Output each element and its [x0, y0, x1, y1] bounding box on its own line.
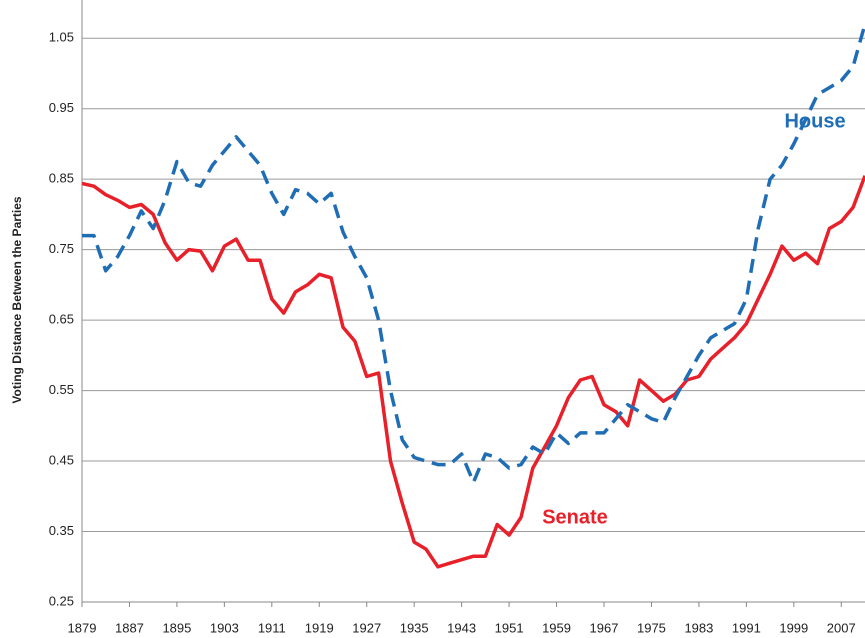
x-tick-label: 1935	[400, 620, 429, 635]
annotation: Senate	[542, 506, 608, 528]
y-tick-label: 0.85	[49, 171, 74, 186]
x-tick-label: 1903	[210, 620, 239, 635]
y-tick-label: 0.45	[49, 452, 74, 467]
y-tick-label: 1.05	[49, 30, 74, 45]
x-tick-label: 1951	[495, 620, 524, 635]
x-tick-label: 1975	[637, 620, 666, 635]
x-tick-label: 1911	[258, 620, 286, 635]
x-tick-label: 1983	[684, 620, 713, 635]
y-tick-label: 0.25	[49, 593, 74, 608]
y-axis-label: Voting Distance Between the Parties	[10, 196, 24, 403]
x-tick-label: 2007	[827, 620, 856, 635]
y-tick-label: 0.75	[49, 241, 74, 256]
y-tick-label: 0.95	[49, 100, 74, 115]
x-tick-label: 1919	[305, 620, 334, 635]
x-tick-label: 1967	[590, 620, 619, 635]
x-tick-label: 1999	[779, 620, 808, 635]
y-tick-label: 0.65	[49, 312, 74, 327]
x-tick-label: 1927	[352, 620, 381, 635]
x-tick-label: 1895	[162, 620, 191, 635]
series-line	[82, 175, 865, 569]
x-tick-label: 1959	[542, 620, 571, 635]
y-tick-label: 0.35	[49, 523, 74, 538]
y-tick-label: 0.55	[49, 382, 74, 397]
series-line	[82, 23, 865, 484]
x-tick-label: 1887	[115, 620, 144, 635]
x-tick-label: 1943	[447, 620, 476, 635]
x-tick-label: 1991	[732, 620, 761, 635]
annotation: House	[784, 110, 845, 132]
x-tick-label: 1879	[68, 620, 97, 635]
